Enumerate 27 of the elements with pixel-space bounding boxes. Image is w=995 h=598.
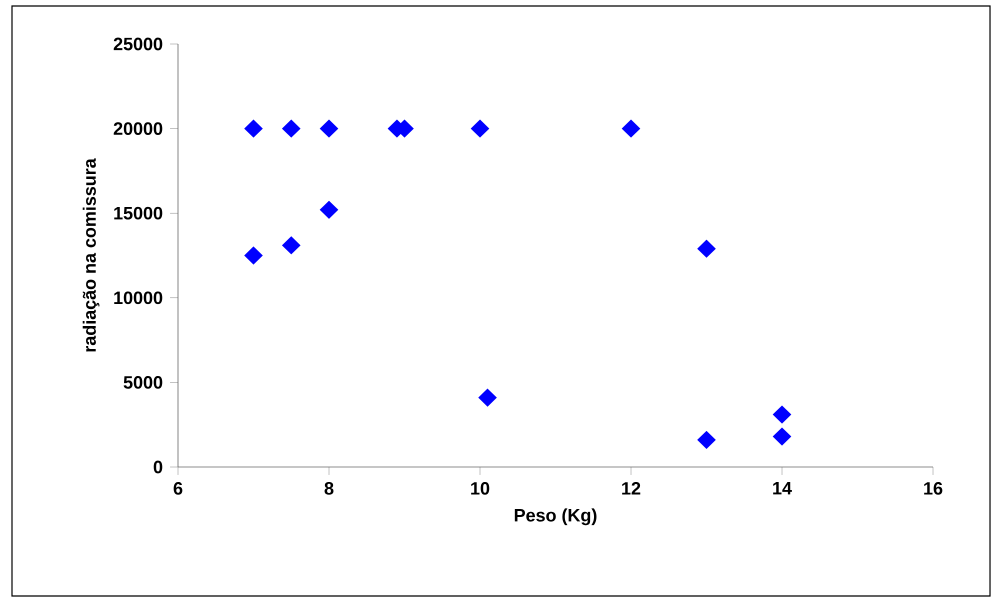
y-tick-label: 0 [154,460,162,474]
y-tick-label: 15000 [114,206,162,220]
y-tick-label: 5000 [124,376,162,389]
point [320,120,338,138]
point [244,120,263,138]
point [772,428,792,446]
point [478,388,497,407]
x-tick-label: 14 [773,482,792,494]
x-tick-label: 8 [324,482,334,495]
x-axis-title: Peso (Kg) [514,508,596,526]
point [282,236,300,254]
x-tick-label: 10 [471,482,490,495]
point [697,431,716,449]
point [320,200,338,219]
point [282,120,300,138]
y-axis-title: radiação na comissura [82,158,100,352]
x-tick-label: 12 [622,482,640,495]
point [244,246,263,264]
point [622,120,640,138]
y-tick-label: 25000 [114,38,162,50]
x-tick-label: 16 [924,482,942,495]
point [697,240,716,258]
point [772,406,792,424]
y-tick-label: 20000 [114,122,162,135]
point [470,120,490,138]
y-tick-label: 10000 [114,291,162,304]
x-tick-label: 6 [174,482,182,495]
